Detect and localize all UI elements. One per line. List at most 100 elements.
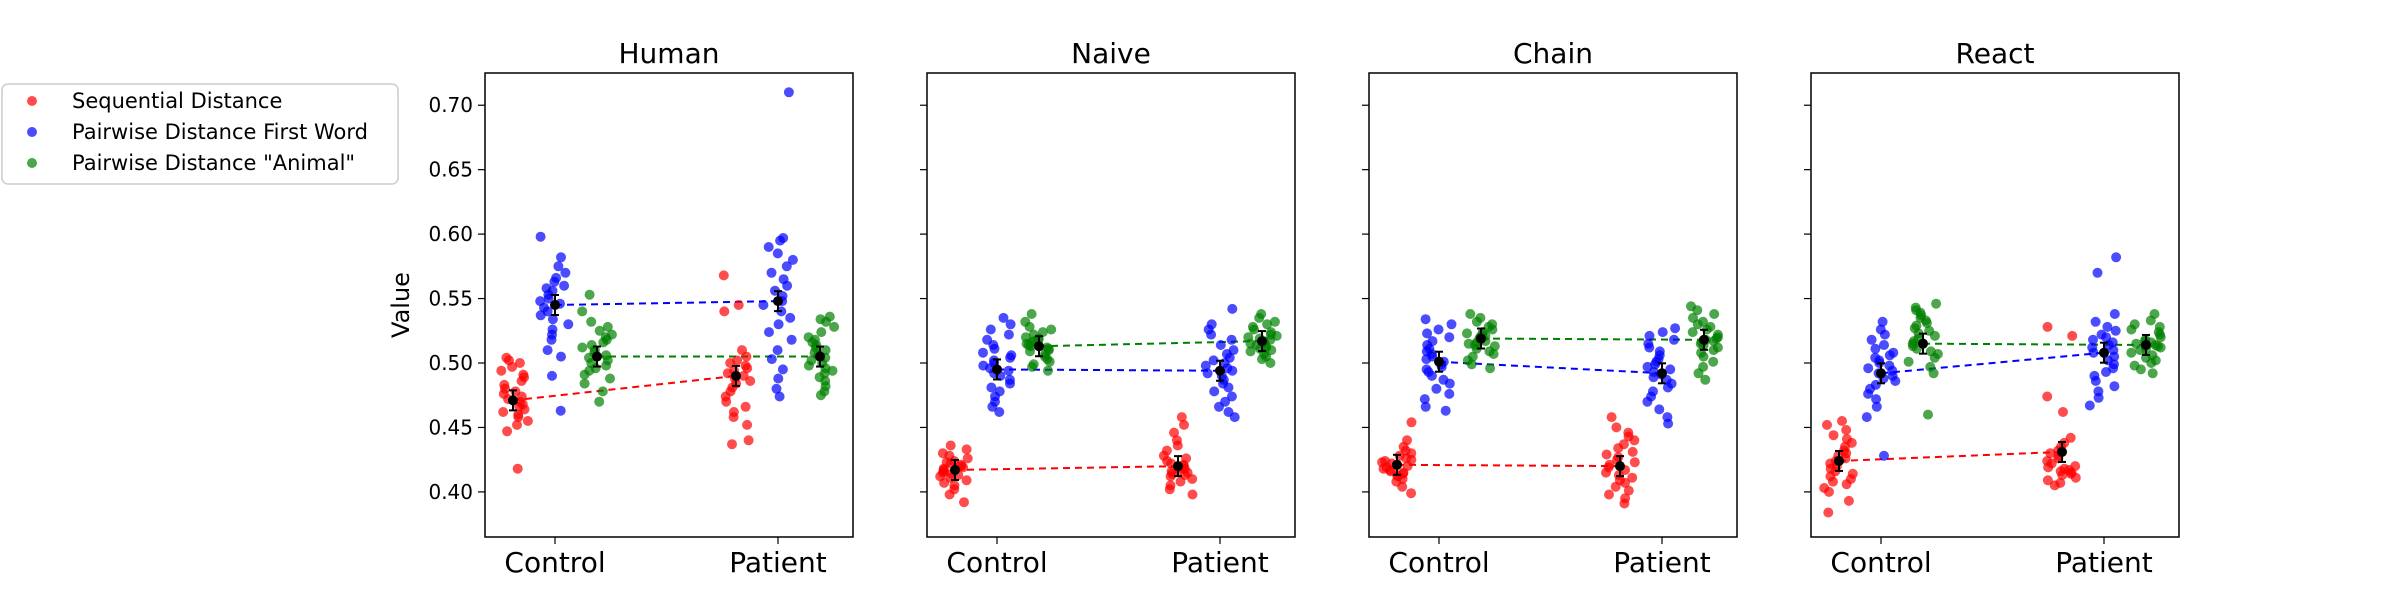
data-point-first_word [1870, 379, 1881, 390]
data-point-first_word [787, 254, 798, 265]
mean-line-sequential [954, 465, 1179, 471]
mean-marker [508, 395, 518, 406]
mean-line-first_word [1880, 351, 2105, 375]
legend-marker [27, 96, 37, 106]
data-point-animal [1925, 361, 1936, 372]
data-point-sequential [1837, 416, 1847, 426]
data-point-sequential [512, 419, 522, 430]
data-point-sequential [1629, 457, 1640, 468]
data-point-sequential [1169, 427, 1179, 438]
data-point-first_word [2084, 400, 2095, 411]
data-point-animal [2149, 309, 2160, 319]
data-point-first_word [1223, 407, 1234, 417]
data-point-first_word [2088, 334, 2098, 345]
data-point-animal [1266, 327, 1276, 338]
x-tick-label: Patient [2055, 546, 2153, 579]
data-point-first_word [2093, 386, 2104, 397]
data-point-first_word [1422, 328, 1433, 339]
data-point-animal [1475, 312, 1486, 323]
data-point-sequential [1406, 488, 1417, 499]
data-point-animal [815, 314, 826, 325]
data-point-first_word [1877, 316, 1888, 327]
data-point-first_word [982, 334, 993, 345]
data-point-sequential [1843, 495, 1854, 506]
x-tick-label: Patient [1171, 546, 1269, 579]
data-point-animal [1262, 319, 1273, 330]
data-point-animal [1243, 332, 1254, 343]
data-point-animal [1467, 351, 1478, 362]
mean-line-sequential [1838, 450, 2063, 462]
data-point-animal [820, 345, 831, 356]
mean-marker [1834, 455, 1844, 466]
panel-title: Chain [1513, 37, 1593, 70]
data-point-sequential [1165, 480, 1176, 491]
panel-react: React Control Patient [1804, 37, 2180, 579]
data-point-animal [1931, 298, 1942, 309]
data-point-animal [2131, 338, 2142, 349]
data-point-sequential [743, 435, 754, 446]
data-point-first_word [1662, 412, 1673, 423]
data-point-sequential [1187, 489, 1198, 500]
data-point-sequential [1623, 485, 1634, 496]
data-point-first_word [1427, 336, 1438, 347]
legend: Sequential Distance Pairwise Distance Fir… [1, 83, 399, 185]
data-point-sequential [498, 407, 509, 417]
data-point-first_word [994, 386, 1005, 397]
data-point-animal [1020, 316, 1031, 327]
data-point-sequential [2067, 330, 2078, 341]
data-point-sequential [728, 407, 739, 417]
mean-marker [1699, 334, 1709, 345]
data-point-sequential [514, 358, 525, 368]
data-point-animal [1903, 356, 1914, 367]
data-point-animal [601, 350, 612, 361]
data-point-first_word [1220, 396, 1231, 407]
data-point-animal [1910, 302, 1921, 313]
data-point-animal [824, 311, 835, 322]
data-point-animal [1698, 316, 1708, 327]
data-point-animal [1269, 316, 1280, 327]
data-point-animal [803, 332, 814, 343]
data-point-animal [1026, 309, 1037, 319]
data-point-first_word [1644, 330, 1655, 341]
mean-marker [1918, 338, 1928, 349]
panel-frame [1368, 72, 1738, 538]
data-point-first_word [553, 261, 564, 272]
data-point-sequential [1604, 459, 1615, 470]
data-point-first_word [535, 231, 546, 242]
mean-marker [1215, 365, 1225, 376]
data-point-first_word [1884, 360, 1895, 371]
data-point-animal [1046, 324, 1057, 335]
data-point-first_word [771, 383, 782, 394]
data-point-sequential [1179, 419, 1189, 430]
data-point-first_word [1215, 340, 1226, 350]
data-point-first_word [978, 347, 988, 358]
data-point-animal [1247, 321, 1258, 332]
data-point-animal [605, 373, 615, 384]
data-point-first_word [1871, 401, 1882, 412]
data-point-first_word [542, 345, 553, 356]
panel-title: Naive [1071, 37, 1151, 70]
y-tick-label: 0.70 [428, 93, 473, 117]
y-tick-label: 0.50 [428, 351, 473, 375]
data-point-sequential [496, 365, 507, 376]
data-point-first_word [764, 327, 774, 338]
data-point-first_word [1879, 340, 1889, 350]
data-point-first_word [1642, 361, 1653, 372]
mean-marker [1392, 459, 1402, 470]
data-point-sequential [1181, 453, 1192, 464]
data-point-animal [586, 316, 597, 327]
mean-marker [1615, 461, 1625, 472]
data-point-first_word [778, 274, 789, 285]
data-point-sequential [732, 355, 743, 366]
data-point-first_word [785, 312, 796, 323]
data-point-first_word [1879, 450, 1889, 461]
data-point-first_word [777, 364, 788, 375]
data-point-first_word [766, 267, 777, 278]
data-point-sequential [1406, 417, 1417, 428]
data-point-first_word [2087, 342, 2098, 353]
data-point-animal [1686, 301, 1696, 312]
mean-marker [1173, 461, 1183, 472]
data-point-sequential [959, 497, 969, 508]
data-point-first_word [1005, 319, 1016, 330]
data-point-first_word [783, 87, 794, 98]
